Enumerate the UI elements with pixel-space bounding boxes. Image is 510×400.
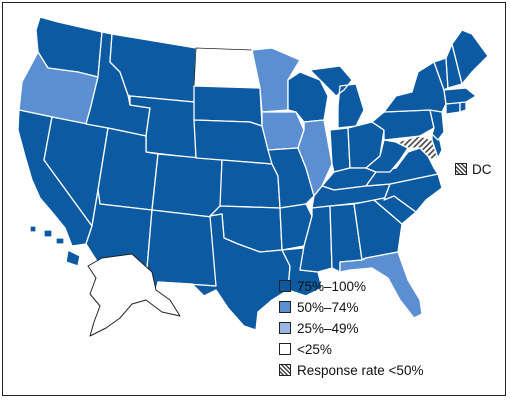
legend-item-25-49: 25%–49% [279,322,359,336]
legend-swatch [279,301,291,313]
dc-label: DC [472,162,492,177]
legend-item-75-100: 75%–100% [279,280,366,294]
dc-key: DC [455,162,492,177]
state-ak[interactable] [87,253,181,337]
state-ri[interactable] [459,101,467,113]
legend-label: 25%–49% [297,321,359,336]
state-md[interactable] [395,135,439,161]
state-nd[interactable] [193,47,261,89]
legend-label: Response rate <50% [297,363,424,378]
dc-hatch-swatch [455,163,467,175]
state-hi[interactable] [29,225,81,267]
state-tx[interactable] [157,213,291,331]
legend-item-lt25: <25% [279,343,332,357]
state-ia[interactable] [261,111,305,151]
state-nm[interactable] [145,209,221,291]
legend-swatch [279,364,291,376]
legend-swatch [279,322,291,334]
legend-swatch [279,280,291,292]
legend-label: <25% [297,342,332,357]
legend-label: 75%–100% [297,279,367,294]
state-ks[interactable] [219,159,281,209]
state-fl[interactable] [339,251,423,319]
state-ne[interactable] [193,119,273,165]
legend-item-response-rate: Response rate <50% [279,364,423,378]
state-co[interactable] [151,153,223,219]
legend-item-50-74: 50%–74% [279,301,359,315]
legend-label: 50%–74% [297,300,359,315]
state-ma[interactable] [443,87,477,105]
legend-swatch [279,343,291,355]
state-me[interactable] [451,29,489,85]
state-wv[interactable] [365,139,409,173]
state-in[interactable] [329,127,351,173]
